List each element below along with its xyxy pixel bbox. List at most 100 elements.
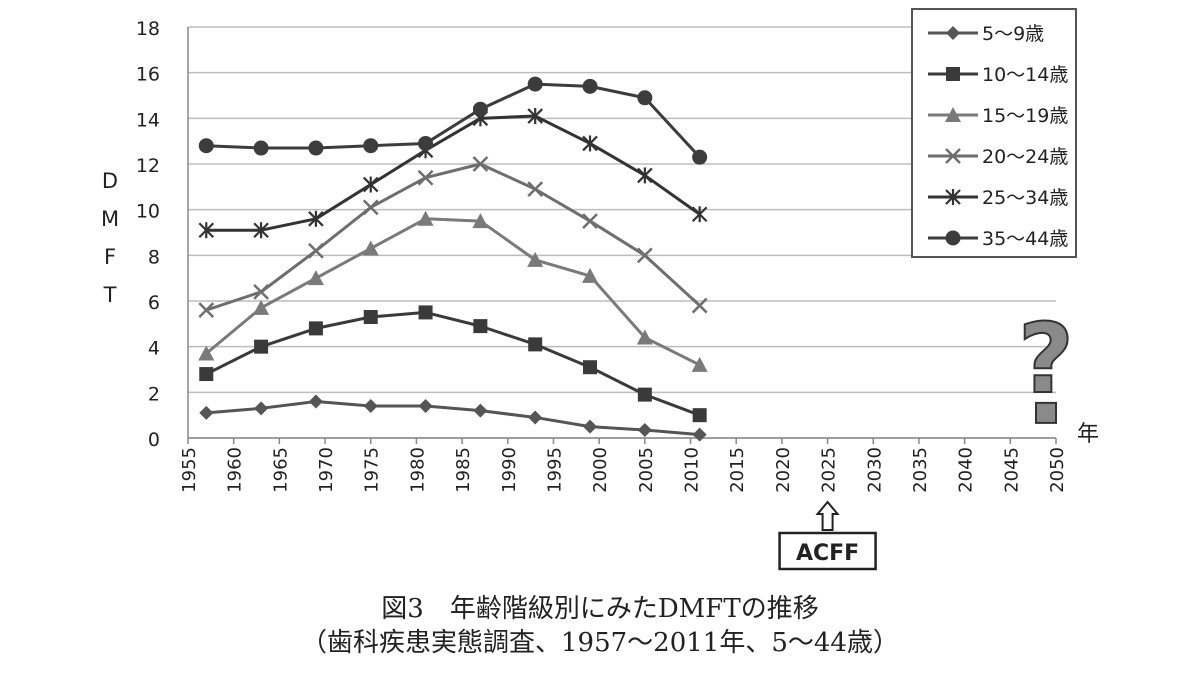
series-line bbox=[206, 399, 700, 437]
data-point bbox=[472, 156, 489, 172]
series-line bbox=[205, 310, 701, 417]
legend-label: 15～19歳 bbox=[982, 105, 1068, 127]
y-tick-label: 8 bbox=[148, 246, 160, 268]
data-point bbox=[637, 90, 653, 106]
data-point bbox=[583, 419, 598, 434]
x-tick-label: 2050 bbox=[1047, 447, 1068, 493]
legend-label: 25～34歳 bbox=[982, 187, 1068, 209]
acff-box bbox=[778, 531, 877, 571]
x-tick-label: 2005 bbox=[636, 447, 657, 493]
data-point bbox=[472, 101, 488, 117]
y-tick-label: 14 bbox=[136, 109, 160, 131]
data-point bbox=[198, 302, 215, 319]
data-point bbox=[945, 107, 961, 122]
data-point bbox=[582, 135, 598, 152]
x-tick-label: 1960 bbox=[225, 447, 246, 493]
x-axis-label: 年 bbox=[1077, 422, 1099, 447]
series-line bbox=[206, 114, 701, 232]
data-point bbox=[198, 138, 214, 154]
data-point bbox=[417, 169, 434, 186]
data-point bbox=[308, 321, 323, 336]
data-point bbox=[253, 299, 270, 315]
x-tick-label: 2030 bbox=[864, 447, 885, 493]
y-tick-label: 16 bbox=[136, 64, 160, 86]
data-point bbox=[637, 387, 652, 402]
y-tick-label: 6 bbox=[148, 292, 160, 314]
legend-entry: 15～19歳 bbox=[928, 105, 1068, 127]
x-tick-label: 2015 bbox=[727, 447, 748, 493]
data-point bbox=[307, 270, 324, 286]
legend-label: 10～14歳 bbox=[982, 64, 1068, 86]
data-point bbox=[308, 242, 324, 259]
legend-box bbox=[911, 8, 1077, 258]
x-tick-label: 1955 bbox=[179, 447, 200, 493]
data-point bbox=[254, 339, 269, 354]
legend-entry: 35～44歳 bbox=[928, 228, 1068, 250]
dmft-line-chart: 0 2 4 6 8 10 12 14 16 18 1955 1960 1965 1970 1975 1980 1… bbox=[101, 8, 1099, 571]
legend-label: 35～44歳 bbox=[982, 228, 1068, 250]
figure-caption-subtitle: （歯科疾患実態調査、1957～2011年、5～44歳） bbox=[301, 628, 899, 658]
x-tick-label: 2045 bbox=[1001, 447, 1022, 493]
data-point bbox=[363, 309, 378, 324]
y-tick-label: 4 bbox=[148, 338, 160, 360]
data-point bbox=[363, 138, 379, 154]
data-point bbox=[362, 199, 379, 216]
data-point bbox=[691, 356, 708, 372]
x-tick-label: 2000 bbox=[590, 447, 611, 493]
data-point bbox=[199, 405, 214, 420]
y-tick-label: 10 bbox=[136, 201, 160, 223]
data-point bbox=[692, 149, 708, 165]
data-point bbox=[527, 108, 543, 125]
data-point bbox=[946, 26, 960, 40]
data-point bbox=[308, 210, 324, 227]
data-point bbox=[418, 399, 433, 414]
data-point bbox=[945, 148, 961, 164]
data-point bbox=[691, 206, 708, 223]
data-point bbox=[945, 189, 961, 205]
data-point bbox=[418, 135, 434, 151]
series-4 bbox=[198, 156, 708, 319]
data-point bbox=[692, 427, 707, 442]
series-2 bbox=[199, 305, 707, 423]
data-point bbox=[691, 297, 708, 314]
x-tick-label: 2025 bbox=[819, 447, 840, 493]
data-point bbox=[199, 367, 214, 382]
acff-label: ACFF bbox=[796, 541, 859, 566]
x-tick-label: 1970 bbox=[316, 447, 337, 493]
data-point bbox=[582, 213, 598, 229]
x-tick-label: 1965 bbox=[270, 447, 291, 493]
series-line bbox=[206, 82, 701, 159]
y-tick-label: 12 bbox=[136, 155, 160, 177]
data-point bbox=[472, 213, 489, 229]
x-tick-label: 1995 bbox=[544, 447, 565, 493]
y-tick-label: 2 bbox=[148, 383, 160, 405]
data-point bbox=[636, 247, 653, 264]
data-point bbox=[363, 399, 378, 414]
x-tick-label: 2040 bbox=[956, 447, 977, 493]
series-lines bbox=[198, 76, 708, 442]
data-point bbox=[198, 345, 215, 361]
annotations: ACFF? bbox=[778, 302, 1075, 571]
y-tick-label: 18 bbox=[136, 18, 160, 40]
data-point bbox=[253, 283, 269, 300]
data-point bbox=[417, 210, 434, 226]
x-tick-label: 2020 bbox=[773, 447, 794, 493]
data-point bbox=[945, 230, 961, 246]
x-tick-label: 1980 bbox=[407, 447, 428, 493]
x-tick-label: 1985 bbox=[453, 447, 474, 493]
data-point bbox=[527, 181, 544, 198]
data-point bbox=[946, 67, 960, 81]
legend-entry: 20～24歳 bbox=[928, 146, 1068, 168]
y-axis-label-letter: F bbox=[104, 245, 116, 269]
legend-entry: 10～14歳 bbox=[928, 64, 1068, 86]
data-point bbox=[582, 78, 598, 94]
data-point bbox=[637, 423, 652, 438]
legend-label: 20～24歳 bbox=[982, 146, 1068, 168]
x-tick-label: 1975 bbox=[362, 447, 383, 493]
data-point bbox=[253, 140, 269, 156]
data-point bbox=[362, 176, 379, 193]
axes: 0 2 4 6 8 10 12 14 16 18 1955 1960 1965 1970 1975 1980 1… bbox=[101, 18, 1099, 493]
x-tick-label: 1990 bbox=[499, 447, 520, 493]
question-point-marker bbox=[1035, 401, 1057, 424]
data-point bbox=[528, 337, 543, 352]
